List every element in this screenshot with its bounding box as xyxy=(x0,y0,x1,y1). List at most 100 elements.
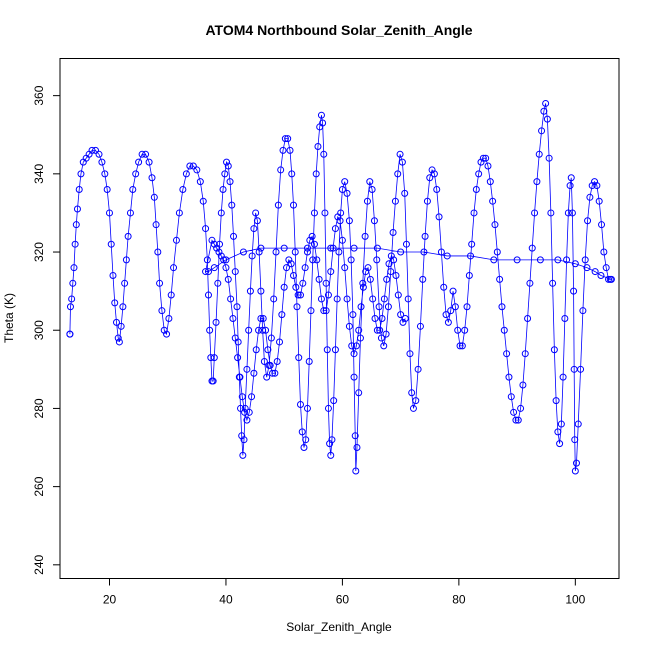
data-point xyxy=(115,338,123,346)
x-tick-label: 100 xyxy=(565,593,585,607)
data-point xyxy=(306,236,314,244)
data-point xyxy=(535,150,543,158)
data-point xyxy=(359,279,367,287)
data-point xyxy=(554,256,562,264)
data-point xyxy=(88,146,96,154)
data-point xyxy=(392,271,400,279)
data-point xyxy=(210,264,218,272)
data-point xyxy=(412,397,420,405)
data-point xyxy=(210,240,218,248)
data-point xyxy=(454,326,462,334)
data-point xyxy=(491,221,499,229)
data-point xyxy=(384,303,392,311)
data-point xyxy=(75,185,83,193)
data-point xyxy=(231,334,239,342)
data-point xyxy=(399,318,407,326)
data-point xyxy=(572,459,580,467)
data-point xyxy=(461,326,469,334)
data-point xyxy=(602,264,610,272)
data-point xyxy=(559,373,567,381)
data-point xyxy=(489,197,497,205)
data-point xyxy=(255,326,263,334)
data-point xyxy=(588,182,596,190)
data-point xyxy=(397,248,405,256)
data-point xyxy=(307,307,315,315)
data-point xyxy=(338,185,346,193)
data-point xyxy=(349,311,357,319)
data-point xyxy=(221,170,229,178)
data-point xyxy=(472,185,480,193)
data-point xyxy=(224,275,232,283)
data-point xyxy=(193,166,201,174)
data-point xyxy=(355,326,363,334)
data-point xyxy=(290,271,297,279)
data-point xyxy=(370,217,378,225)
data-point xyxy=(387,268,395,276)
plot-area xyxy=(66,99,615,475)
data-point xyxy=(206,326,214,334)
data-point xyxy=(214,279,222,287)
data-point xyxy=(561,315,569,322)
y-axis-label: Theta (K) xyxy=(2,293,16,343)
x-tick-label: 20 xyxy=(103,593,117,607)
data-point xyxy=(175,209,183,217)
data-point xyxy=(209,377,217,385)
data-point xyxy=(179,185,187,193)
data-point xyxy=(68,295,76,303)
data-point xyxy=(550,346,558,354)
data-point xyxy=(373,326,381,334)
data-point xyxy=(600,248,608,256)
data-point xyxy=(351,432,359,440)
data-point xyxy=(513,256,521,264)
data-point xyxy=(484,162,492,170)
data-point xyxy=(124,232,132,240)
series-line xyxy=(69,103,612,472)
data-point xyxy=(222,256,230,264)
data-point xyxy=(402,240,410,248)
x-tick-label: 80 xyxy=(452,593,466,607)
data-point xyxy=(531,209,539,217)
data-point xyxy=(266,361,274,369)
y-tick-label: 360 xyxy=(32,85,46,105)
data-point xyxy=(296,401,304,409)
data-point xyxy=(215,248,223,256)
data-point xyxy=(291,248,299,256)
data-point xyxy=(262,326,270,334)
data-point xyxy=(364,264,372,272)
data-point xyxy=(210,354,218,362)
data-point xyxy=(390,256,398,264)
y-axis: 240 260 280 300 320 340 360 xyxy=(32,85,60,575)
data-point xyxy=(217,252,225,260)
data-point xyxy=(397,311,405,319)
data-point xyxy=(408,389,416,397)
data-point xyxy=(366,275,374,283)
data-point xyxy=(288,170,296,178)
data-point xyxy=(267,334,275,342)
data-point xyxy=(419,275,427,283)
data-point xyxy=(329,244,337,252)
data-point xyxy=(72,221,80,229)
data-point xyxy=(538,127,546,135)
data-point xyxy=(426,174,434,182)
data-point xyxy=(237,404,245,412)
data-point xyxy=(167,291,175,299)
data-point xyxy=(564,209,572,217)
data-point xyxy=(477,158,485,166)
data-point xyxy=(226,178,234,186)
data-point xyxy=(330,397,338,405)
data-point xyxy=(571,467,579,475)
data-point xyxy=(458,342,466,350)
data-point xyxy=(217,209,225,217)
data-point xyxy=(300,444,308,452)
data-point xyxy=(345,322,353,330)
data-point xyxy=(584,217,592,225)
data-point xyxy=(421,232,429,240)
data-point xyxy=(468,240,476,248)
data-point xyxy=(319,119,327,127)
data-point xyxy=(591,178,599,186)
data-point xyxy=(271,369,279,377)
data-point xyxy=(533,178,541,186)
x-axis-label: Solar_Zenith_Angle xyxy=(286,620,392,634)
data-point xyxy=(321,209,329,217)
data-point xyxy=(280,283,288,291)
